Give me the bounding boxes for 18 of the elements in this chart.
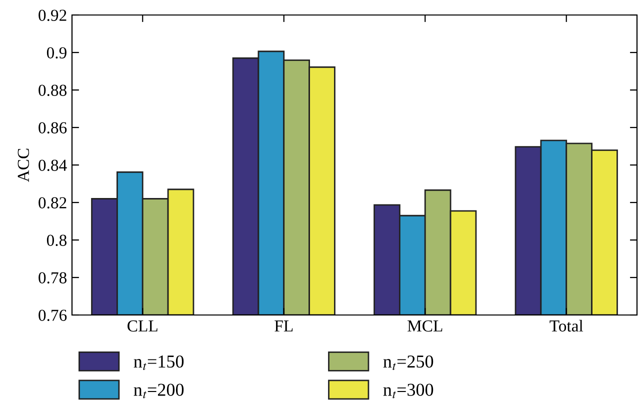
x-tick-label: Total — [550, 320, 584, 332]
x-tick-label: CLL — [128, 320, 158, 332]
y-tick-label: 0.8 — [46, 234, 67, 246]
y-tick-label: 0.86 — [38, 122, 67, 134]
x-tick-label: FL — [274, 320, 293, 332]
legend-label: n$_{t}$=250 — [383, 355, 434, 370]
legend-label: n$_{t}$=200 — [134, 384, 184, 398]
y-tick-label: 0.84 — [38, 160, 67, 172]
y-tick-label: 0.88 — [38, 84, 67, 96]
legend-label: n$_{t}$=150 — [134, 355, 184, 370]
y-tick-label: 0.9 — [46, 47, 66, 59]
legend-label: n$_{t}$=300 — [383, 384, 434, 398]
y-axis-title: ACC — [18, 148, 30, 182]
y-tick-label: 0.76 — [38, 310, 67, 322]
y-tick-label: 0.82 — [38, 197, 66, 209]
y-tick-label: 0.78 — [38, 272, 67, 284]
x-tick-label: MCL — [408, 320, 442, 332]
y-tick-label: 0.92 — [38, 10, 66, 22]
